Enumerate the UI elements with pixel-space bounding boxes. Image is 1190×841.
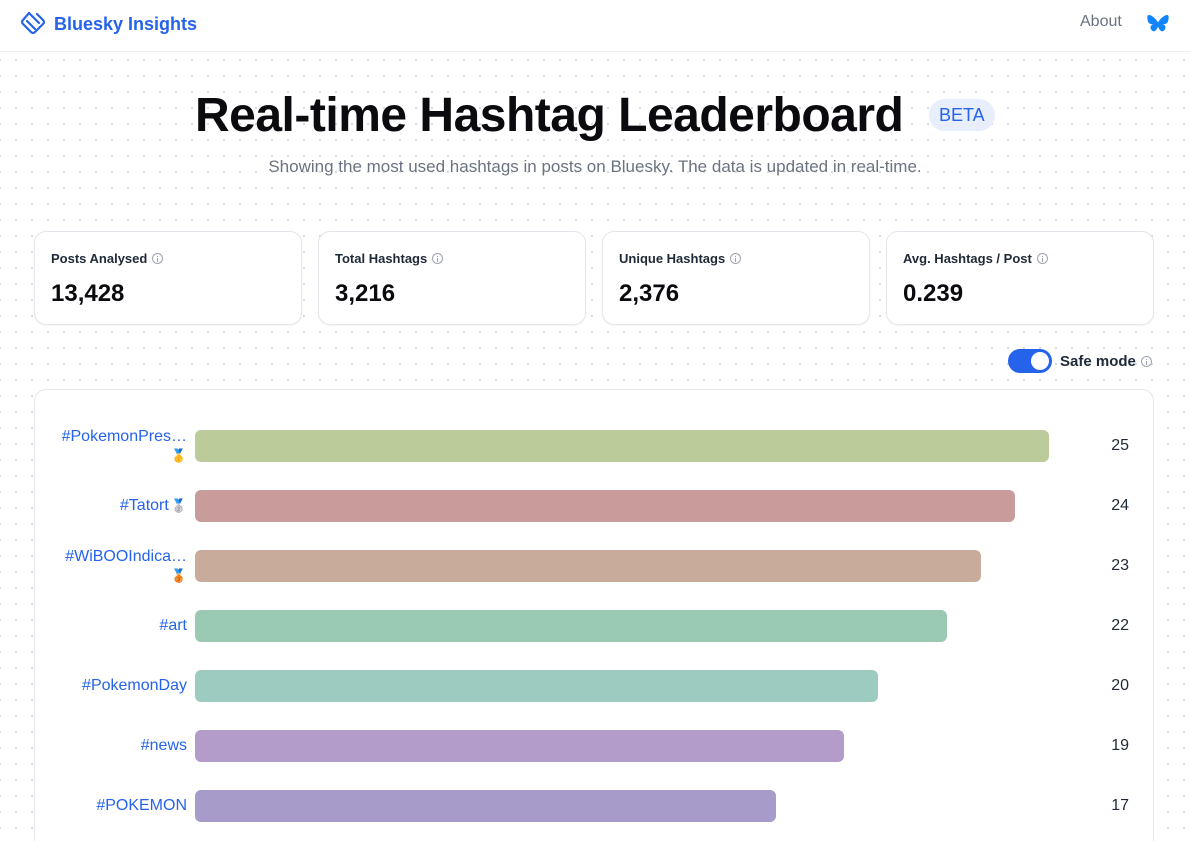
safe-mode-toggle[interactable] bbox=[1008, 349, 1052, 373]
leaderboard-row: #POKEMON 17 bbox=[35, 790, 1155, 822]
bluesky-butterfly-icon[interactable] bbox=[1146, 12, 1170, 36]
top-navbar: Bluesky Insights About bbox=[0, 0, 1190, 52]
hashtag-count: 22 bbox=[1111, 617, 1129, 634]
brand-title: Bluesky Insights bbox=[54, 13, 198, 34]
hashtag-link[interactable]: #art bbox=[37, 610, 187, 642]
gold-medal-icon: 🥇 bbox=[170, 448, 187, 463]
stat-card-total-hashtags: Total Hashtags 3,216 bbox=[318, 231, 586, 325]
hashtag-text: #PokemonDay bbox=[82, 677, 187, 694]
info-icon[interactable] bbox=[1140, 355, 1152, 367]
hashtag-text: #POKEMON bbox=[96, 797, 187, 814]
info-icon[interactable] bbox=[432, 253, 444, 264]
hashtag-text: #art bbox=[159, 617, 187, 634]
hashtag-text: #news bbox=[140, 737, 187, 754]
hashtag-count: 24 bbox=[1111, 497, 1129, 514]
stat-label: Unique Hashtags bbox=[619, 251, 726, 266]
info-icon[interactable] bbox=[730, 253, 742, 264]
stat-card-posts-analysed: Posts Analysed 13,428 bbox=[34, 231, 302, 325]
count-bar bbox=[195, 430, 1049, 462]
stat-value: 2,376 bbox=[619, 280, 680, 307]
info-icon[interactable] bbox=[152, 253, 164, 264]
hashtag-link[interactable]: #PokemonPres… 🥇 bbox=[37, 418, 187, 474]
hashtag-count: 25 bbox=[1111, 437, 1129, 454]
leaderboard-row: #news 19 bbox=[35, 730, 1155, 762]
page-subtitle: Showing the most used hashtags in posts … bbox=[268, 157, 922, 176]
stat-card-unique-hashtags: Unique Hashtags 2,376 bbox=[602, 231, 870, 325]
leaderboard-row: #PokemonPres… 🥇 25 bbox=[35, 428, 1155, 463]
info-icon[interactable] bbox=[1036, 253, 1048, 264]
hashtag-count: 19 bbox=[1111, 737, 1129, 754]
count-bar bbox=[195, 730, 844, 762]
stat-value: 13,428 bbox=[51, 280, 125, 307]
hashtag-link[interactable]: #Tatort 🥈 bbox=[37, 490, 187, 522]
leaderboard-row: #WiBOOIndica… 🥉 23 bbox=[35, 548, 1155, 583]
count-bar bbox=[195, 550, 981, 582]
page-title: Real-time Hashtag Leaderboard bbox=[195, 89, 904, 142]
stat-label: Total Hashtags bbox=[335, 251, 428, 266]
stat-label: Avg. Hashtags / Post bbox=[903, 251, 1032, 266]
hashtag-text: #Tatort bbox=[119, 497, 169, 514]
hashtag-link[interactable]: #POKEMON bbox=[37, 790, 187, 822]
hashtag-leaderboard: #PokemonPres… 🥇 25 #Tatort 🥈 24 #WiBOOIndi… bbox=[34, 389, 1154, 841]
stat-label: Posts Analysed bbox=[51, 251, 148, 266]
hashtag-link[interactable]: #WiBOOIndica… 🥉 bbox=[37, 538, 187, 594]
count-bar bbox=[195, 790, 776, 822]
hashtag-count: 23 bbox=[1111, 557, 1129, 574]
hashtag-text: #WiBOOIndica… bbox=[65, 548, 187, 565]
brand-link[interactable]: Bluesky Insights bbox=[20, 10, 197, 38]
beta-badge: BETA bbox=[929, 99, 995, 131]
about-link[interactable]: About bbox=[1080, 13, 1122, 30]
stat-value: 3,216 bbox=[335, 280, 396, 307]
count-bar bbox=[195, 610, 947, 642]
bronze-medal-icon: 🥉 bbox=[170, 568, 187, 583]
leaderboard-row: #art 22 bbox=[35, 610, 1155, 642]
safe-mode-control: Safe mode bbox=[1008, 349, 1152, 373]
hashtag-text: #PokemonPres… bbox=[61, 428, 187, 445]
hashtag-link[interactable]: #PokemonDay bbox=[37, 670, 187, 702]
silver-medal-icon: 🥈 bbox=[170, 498, 187, 513]
hashtag-count: 20 bbox=[1111, 677, 1129, 694]
bluesky-insights-logo-icon bbox=[20, 11, 46, 35]
toggle-knob bbox=[1031, 352, 1049, 370]
stat-card-avg-hashtags-per-post: Avg. Hashtags / Post 0.239 bbox=[886, 231, 1154, 325]
leaderboard-row: #PokemonDay 20 bbox=[35, 670, 1155, 702]
count-bar bbox=[195, 670, 878, 702]
safe-mode-label: Safe mode bbox=[1060, 352, 1136, 370]
hashtag-link[interactable]: #news bbox=[37, 730, 187, 762]
hashtag-count: 17 bbox=[1111, 797, 1129, 814]
leaderboard-row: #Tatort 🥈 24 bbox=[35, 490, 1155, 522]
count-bar bbox=[195, 490, 1015, 522]
stat-value: 0.239 bbox=[903, 280, 964, 307]
